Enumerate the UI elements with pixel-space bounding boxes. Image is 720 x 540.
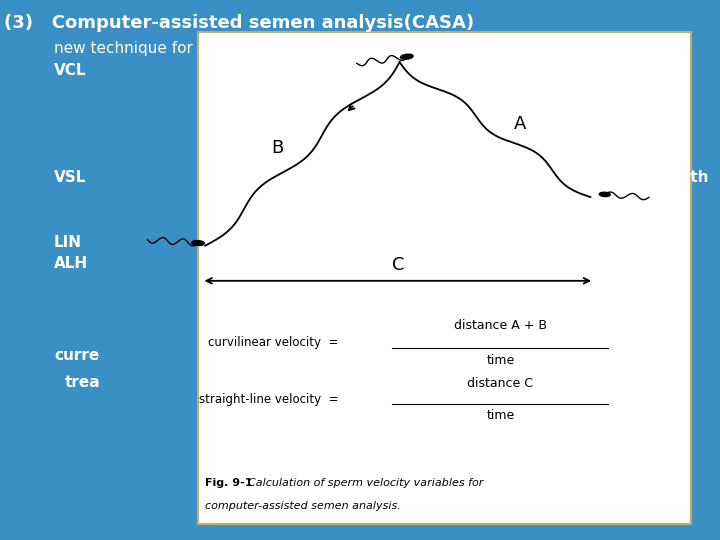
Text: distance C: distance C <box>467 377 534 390</box>
FancyBboxPatch shape <box>198 32 691 524</box>
Text: A: A <box>514 115 526 133</box>
Text: Calculation of sperm velocity variables for: Calculation of sperm velocity variables … <box>248 478 484 488</box>
Text: computer-assisted semen analysis.: computer-assisted semen analysis. <box>205 501 401 511</box>
Text: straight-line velocity  =: straight-line velocity = <box>199 393 338 406</box>
Text: curvilinear velocity  =: curvilinear velocity = <box>208 336 338 349</box>
Text: trea: trea <box>65 375 100 390</box>
Ellipse shape <box>599 192 611 197</box>
Text: LIN: LIN <box>54 235 82 250</box>
Text: time: time <box>486 409 515 422</box>
Text: VCL: VCL <box>54 63 86 78</box>
Ellipse shape <box>192 240 204 246</box>
Text: new technique for semen analysis: new technique for semen analysis <box>54 40 316 56</box>
Text: B: B <box>271 139 284 158</box>
Text: time: time <box>486 354 515 367</box>
Text: ALH: ALH <box>54 256 88 272</box>
Text: distance A + B: distance A + B <box>454 319 547 332</box>
Text: Fig. 9-1: Fig. 9-1 <box>205 478 253 488</box>
Text: path: path <box>670 170 709 185</box>
Text: curre: curre <box>54 348 99 363</box>
Text: (3)   Computer-assisted semen analysis(CASA): (3) Computer-assisted semen analysis(CAS… <box>4 14 474 31</box>
Ellipse shape <box>400 54 413 59</box>
Text: C: C <box>392 256 404 274</box>
Text: VSL: VSL <box>54 170 86 185</box>
